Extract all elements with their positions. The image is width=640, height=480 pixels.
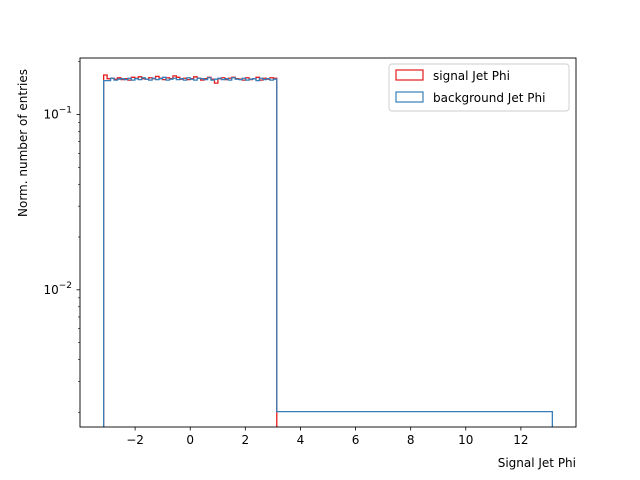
x-axis-label: Signal Jet Phi xyxy=(498,456,576,470)
x-tick-label: 2 xyxy=(242,433,250,447)
legend-swatch-background xyxy=(395,91,424,103)
y-axis-label: Norm. number of entries xyxy=(16,69,30,217)
legend: signal Jet Phi background Jet Phi xyxy=(388,63,570,112)
plot-area xyxy=(80,58,576,427)
legend-box xyxy=(388,63,570,112)
x-tick-label: −2 xyxy=(126,433,144,447)
y-tick-label: 10−2 xyxy=(43,281,72,297)
x-axis-ticks: −2 0 2 4 6 8 10 12 xyxy=(126,427,529,447)
series-line-1 xyxy=(103,76,553,427)
series-layer xyxy=(103,74,553,427)
x-tick-label: 4 xyxy=(297,433,305,447)
x-tick-label: 10 xyxy=(458,433,473,447)
legend-label-background: background Jet Phi xyxy=(433,91,545,105)
x-tick-label: 8 xyxy=(407,433,415,447)
legend-label-signal: signal Jet Phi xyxy=(433,69,510,83)
legend-swatch-signal xyxy=(395,69,424,81)
axes-frame xyxy=(79,57,577,428)
y-tick-label: 10−1 xyxy=(43,105,72,121)
y-axis-ticks: 10−2 10−1 xyxy=(43,61,80,413)
x-tick-label: 12 xyxy=(513,433,528,447)
x-tick-label: 6 xyxy=(352,433,360,447)
x-tick-label: 0 xyxy=(186,433,194,447)
